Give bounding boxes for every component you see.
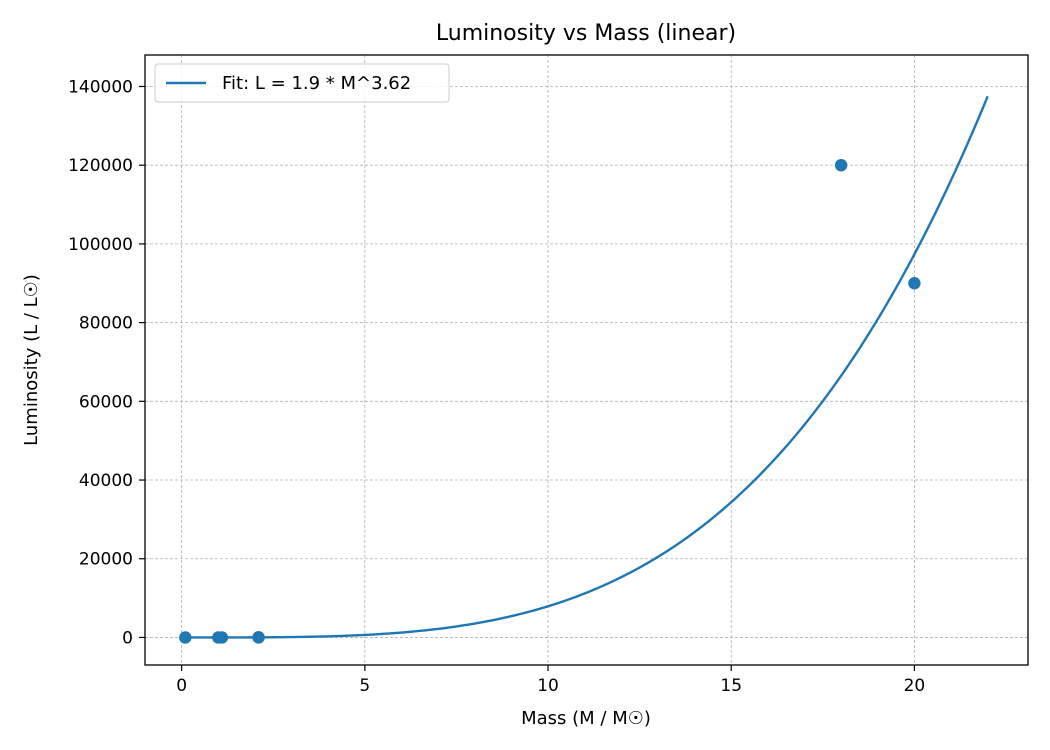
y-tick-label: 0 xyxy=(122,628,133,648)
data-point xyxy=(215,631,229,644)
chart-title: Luminosity vs Mass (linear) xyxy=(436,21,736,46)
legend-label: Fit: L = 1.9 * M^3.62 xyxy=(222,73,411,94)
data-point xyxy=(908,277,921,290)
y-tick-label: 20000 xyxy=(79,550,133,570)
legend-box xyxy=(154,63,450,103)
x-tick-label: 10 xyxy=(537,676,559,696)
data-point xyxy=(834,158,848,172)
x-tick-label: 0 xyxy=(176,676,187,696)
data-point xyxy=(179,631,192,644)
y-axis-label: Luminosity (L / L☉) xyxy=(21,274,42,446)
x-tick-label: 5 xyxy=(359,676,370,696)
data-point xyxy=(252,631,265,644)
axis-ticks: 0 5 10 15 20 0 20000 40000 60000 80000 100000 12000… xyxy=(68,77,925,696)
x-tick-label: 15 xyxy=(720,676,742,696)
plot-frame xyxy=(144,54,1029,666)
fit-line xyxy=(185,95,989,639)
x-tick-label: 20 xyxy=(904,676,926,696)
y-tick-label: 120000 xyxy=(68,156,133,176)
y-tick-label: 60000 xyxy=(79,392,133,412)
legend: Fit: L = 1.9 * M^3.62 xyxy=(154,63,450,103)
y-tick-label: 40000 xyxy=(79,471,133,491)
plot-area xyxy=(179,95,989,644)
x-axis-label: Mass (M / M☉) xyxy=(521,708,651,729)
y-tick-label: 100000 xyxy=(68,235,133,255)
y-tick-label: 140000 xyxy=(68,77,133,97)
y-tick-label: 80000 xyxy=(79,314,133,334)
